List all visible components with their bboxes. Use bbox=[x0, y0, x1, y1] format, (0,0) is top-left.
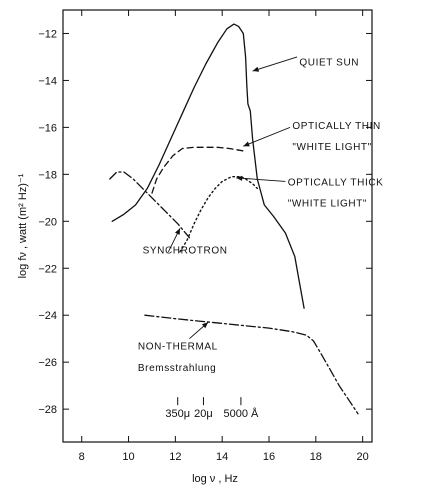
series-non-thermal-bremsstrahlung bbox=[144, 314, 359, 415]
x-tick-label: 10 bbox=[122, 451, 134, 463]
series-optically-thin-white-light bbox=[151, 146, 244, 194]
wavelength-markers: 350μ 20μ 5000 Å bbox=[165, 397, 259, 420]
x-tick-label: 18 bbox=[310, 451, 322, 463]
leader-arrowhead bbox=[252, 66, 260, 72]
series-layer bbox=[109, 23, 359, 415]
series-optically-thick-white-light bbox=[179, 175, 258, 253]
annotation-label: OPTICALLY THICK bbox=[288, 177, 384, 188]
leader-arrowhead bbox=[236, 175, 243, 181]
wavelength-label: 20μ bbox=[194, 408, 213, 420]
x-tick-label: 8 bbox=[79, 451, 85, 463]
x-tick-label: 20 bbox=[357, 451, 369, 463]
y-tick-label: −14 bbox=[38, 75, 57, 87]
y-tick-label: −18 bbox=[38, 169, 57, 181]
y-tick-label: −22 bbox=[38, 263, 57, 275]
annotation-label: QUIET SUN bbox=[299, 58, 359, 69]
y-axis-title: log fν , watt (m² Hz)⁻¹ bbox=[17, 173, 29, 278]
annotation-label: OPTICALLY THIN bbox=[292, 121, 380, 132]
x-tick-label: 12 bbox=[169, 451, 181, 463]
leader-arrowhead bbox=[243, 141, 250, 147]
y-tick-label: −28 bbox=[38, 404, 57, 416]
y-axis: −12 −14 −16 −18 −20 −22 −24 −26 −28 bbox=[38, 28, 372, 416]
wavelength-label: 350μ bbox=[165, 408, 190, 420]
leader-line bbox=[252, 56, 298, 72]
series-synchrotron bbox=[109, 171, 191, 239]
leader-line bbox=[236, 177, 286, 182]
leader-arrowhead bbox=[201, 322, 209, 329]
annotation-label: SYNCHROTRON bbox=[143, 245, 228, 256]
plot-frame bbox=[62, 9, 373, 443]
x-tick-label: 16 bbox=[263, 451, 275, 463]
leader-arrowhead bbox=[175, 228, 180, 235]
y-tick-label: −20 bbox=[38, 216, 57, 228]
y-tick-label: −12 bbox=[38, 28, 57, 40]
y-tick-label: −24 bbox=[38, 310, 57, 322]
annotations: QUIET SUN OPTICALLY THIN "WHITE LIGHT" OPTI… bbox=[138, 58, 384, 374]
annotation-label: "WHITE LIGHT" bbox=[288, 199, 367, 210]
leader-arrows bbox=[167, 56, 298, 340]
x-tick-label: 14 bbox=[216, 451, 228, 463]
y-tick-label: −26 bbox=[38, 357, 57, 369]
x-axis-title: log ν , Hz bbox=[192, 473, 238, 485]
annotation-label: "WHITE LIGHT" bbox=[292, 142, 371, 153]
leader-line bbox=[243, 126, 291, 147]
annotation-label: NON-THERMAL bbox=[138, 342, 218, 353]
wavelength-label: 5000 Å bbox=[223, 407, 259, 420]
y-tick-label: −16 bbox=[38, 122, 57, 134]
x-axis: 8 10 12 14 16 18 20 bbox=[79, 10, 369, 463]
annotation-label: Bremsstrahlung bbox=[138, 363, 216, 374]
series-quiet-sun bbox=[111, 23, 305, 309]
